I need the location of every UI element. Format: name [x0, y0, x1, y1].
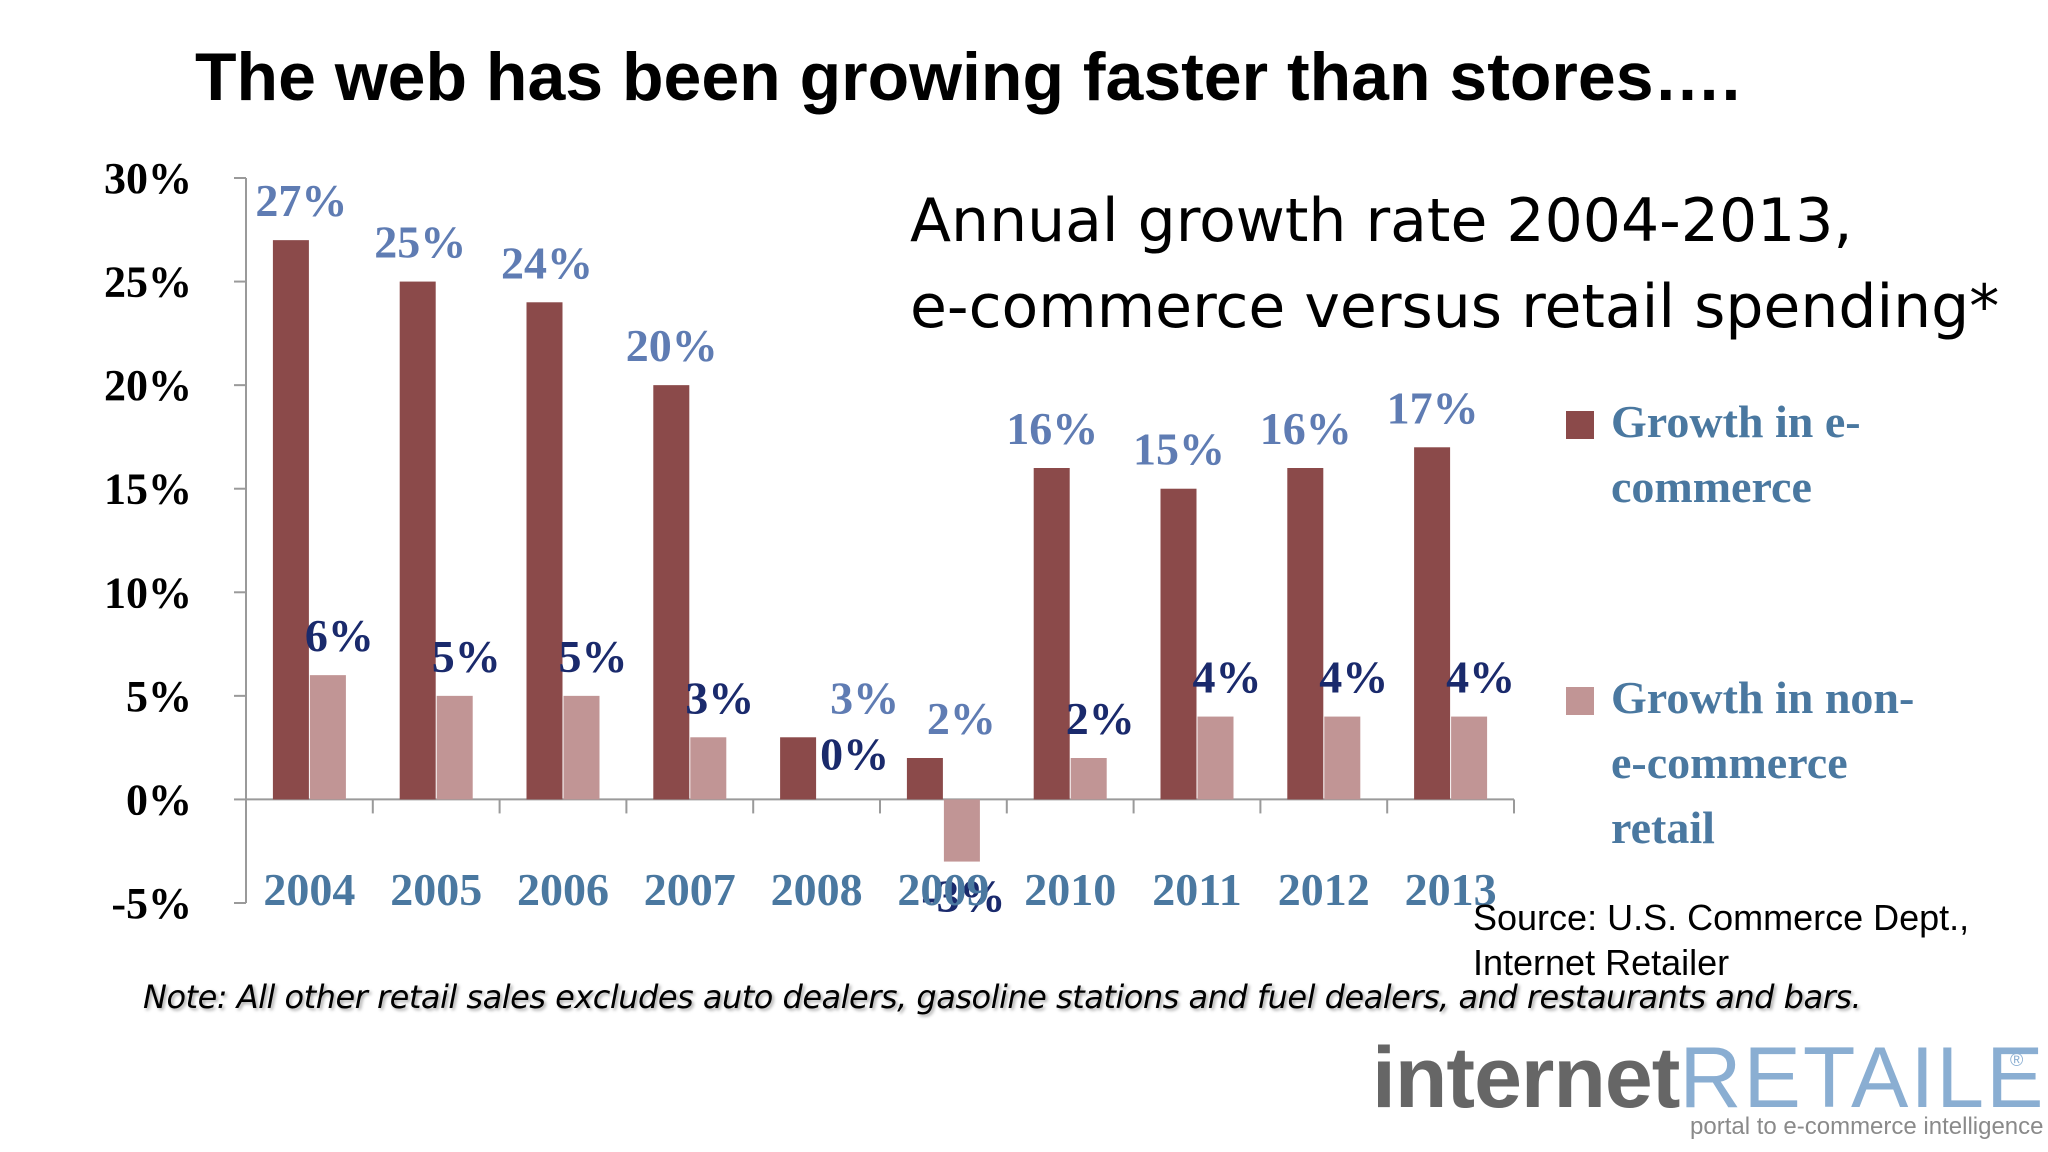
bar-ecommerce-2007 [653, 385, 690, 800]
data-label-retail-2008: 0% [820, 728, 889, 779]
data-label-retail-2011: 4% [1193, 652, 1262, 703]
data-label-retail-2007: 3% [685, 672, 754, 723]
bar-ecommerce-2009 [906, 758, 943, 800]
chart-subtitle: Annual growth rate 2004-2013, e-commerce… [910, 178, 1999, 350]
chart-subtitle-line1: Annual growth rate 2004-2013, [910, 186, 1853, 256]
data-label-retail-2012: 4% [1319, 652, 1388, 703]
data-label-retail-2005: 5% [432, 631, 501, 682]
data-label-ecommerce-2009: 2% [927, 693, 996, 744]
bar-ecommerce-2011 [1160, 488, 1197, 800]
bar-ecommerce-2005 [399, 281, 436, 800]
y-tick-label: 0% [126, 775, 192, 824]
data-label-retail-2006: 5% [559, 631, 628, 682]
logo-word-retailer: RETAILER [1679, 1030, 2048, 1126]
y-tick-label: 5% [126, 672, 192, 721]
y-tick-label: 15% [104, 465, 192, 514]
legend-label-retail-line1: Growth in non- [1611, 672, 1915, 723]
logo-registered-mark: ® [2010, 1050, 2024, 1070]
y-tick-label: -5% [111, 879, 192, 928]
bar-ecommerce-2010 [1033, 468, 1070, 800]
bar-retail-2007 [690, 737, 727, 800]
bar-retail-2006 [563, 695, 600, 800]
bar-retail-2010 [1070, 758, 1107, 800]
bar-ecommerce-2013 [1414, 447, 1451, 800]
bar-retail-2013 [1451, 716, 1488, 800]
x-tick-label-2004: 2004 [263, 864, 355, 915]
legend-swatch-ecommerce [1566, 411, 1594, 439]
bar-ecommerce-2004 [272, 240, 309, 800]
data-label-retail-2010: 2% [1066, 693, 1135, 744]
x-tick-label-2005: 2005 [390, 864, 482, 915]
x-tick-label-2008: 2008 [771, 864, 863, 915]
chart-subtitle-line2: e-commerce versus retail spending* [910, 272, 2000, 342]
slide-title: The web has been growing faster than sto… [195, 39, 1741, 115]
x-tick-label-2009: 2009 [897, 864, 989, 915]
bar-retail-2012 [1324, 716, 1361, 800]
data-label-ecommerce-2011: 15% [1133, 424, 1225, 475]
x-tick-label-2013: 2013 [1405, 864, 1497, 915]
legend-label-ecommerce-line2: commerce [1611, 461, 1812, 512]
legend-label-ecommerce-line1: Growth in e- [1611, 396, 1861, 447]
data-label-ecommerce-2006: 24% [501, 237, 593, 288]
data-label-ecommerce-2004: 27% [255, 175, 347, 226]
data-label-ecommerce-2010: 16% [1006, 403, 1098, 454]
bar-retail-2005 [436, 695, 473, 800]
x-tick-label-2011: 2011 [1152, 864, 1241, 915]
data-label-ecommerce-2007: 20% [626, 320, 718, 371]
legend-label-ecommerce: Growth in e- commerce [1611, 389, 1861, 519]
logo-tagline: portal to e-commerce intelligence [1690, 1113, 2044, 1140]
data-label-ecommerce-2013: 17% [1387, 382, 1479, 433]
data-label-ecommerce-2012: 16% [1260, 403, 1352, 454]
bar-retail-2004 [309, 675, 346, 800]
y-tick-label: 10% [104, 568, 192, 617]
data-label-retail-2013: 4% [1446, 652, 1515, 703]
bar-ecommerce-2008 [780, 737, 817, 800]
source-citation: Source: U.S. Commerce Dept., Internet Re… [1473, 895, 1969, 985]
logo-word-internet: internet [1372, 1030, 1680, 1126]
bar-ecommerce-2012 [1287, 468, 1324, 800]
legend-label-retail-line2: e-commerce [1611, 737, 1848, 788]
data-label-ecommerce-2008: 3% [830, 672, 899, 723]
x-tick-label-2012: 2012 [1278, 864, 1370, 915]
y-tick-label: 25% [104, 258, 192, 307]
source-line2: Internet Retailer [1473, 942, 1730, 983]
data-label-ecommerce-2005: 25% [374, 217, 466, 268]
bar-retail-2011 [1197, 716, 1234, 800]
bar-retail-2009 [943, 799, 980, 862]
x-tick-label-2010: 2010 [1024, 864, 1116, 915]
data-label-retail-2009: -3% [921, 871, 1005, 922]
y-tick-label: 20% [104, 361, 192, 410]
x-tick-label-2006: 2006 [517, 864, 609, 915]
y-tick-label: 30% [104, 154, 192, 203]
legend-label-retail: Growth in non- e-commerce retail [1611, 665, 1914, 860]
footnote: Note: All other retail sales excludes au… [143, 978, 1862, 1016]
x-tick-label-2007: 2007 [644, 864, 736, 915]
bar-ecommerce-2006 [526, 302, 563, 800]
internet-retailer-logo: internetRETAILER [1372, 1035, 2048, 1121]
legend-swatch-retail [1566, 687, 1594, 715]
legend-label-retail-line3: retail [1611, 802, 1715, 853]
data-label-retail-2004: 6% [305, 610, 374, 661]
source-line1: Source: U.S. Commerce Dept., [1473, 897, 1970, 938]
